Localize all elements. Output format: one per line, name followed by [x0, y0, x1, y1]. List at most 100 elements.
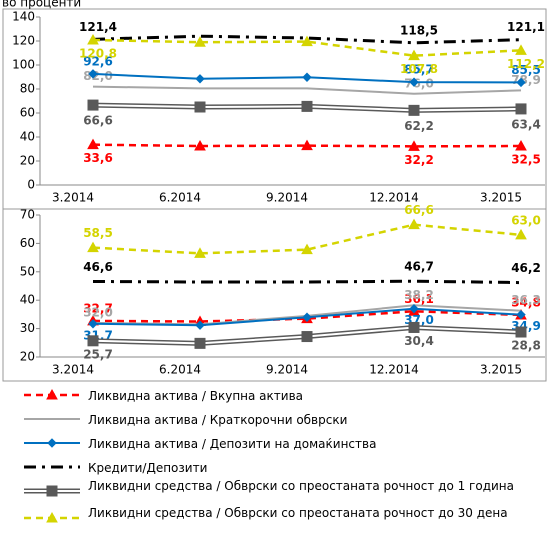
data-label: 107,8: [400, 62, 438, 76]
marker: [88, 319, 98, 329]
marker: [301, 243, 313, 255]
data-label: 62,2: [404, 119, 434, 133]
x-tick-label: 9.2014: [266, 363, 308, 377]
data-label: 85,7: [404, 63, 434, 77]
marker: [87, 99, 99, 111]
marker: [195, 74, 205, 84]
data-label: 58,5: [83, 226, 113, 240]
data-label: 66,6: [404, 203, 434, 217]
data-label: 32,0: [83, 305, 113, 319]
y-tick-label: 0: [27, 178, 35, 192]
data-label: 46,2: [511, 261, 541, 275]
legend: Ликвидна актива / Вкупна актива Ликвидна …: [0, 384, 548, 534]
y-tick-label: 20: [20, 350, 35, 364]
data-label: 82,0: [83, 69, 113, 83]
marker: [46, 485, 58, 497]
data-label: 30,4: [404, 334, 434, 348]
marker: [408, 49, 420, 61]
x-tick-label: 6.2014: [159, 363, 201, 377]
x-tick-label: 9.2014: [266, 191, 308, 205]
marker: [194, 337, 206, 349]
y-tick-label: 80: [20, 82, 35, 96]
series-line: [92, 85, 522, 95]
marker: [194, 247, 206, 258]
data-label: 112,2: [507, 57, 545, 71]
chart: во проценти 0 20 40 60 80 100 120 140 3.2014 6.20…: [2, 0, 547, 382]
legend-label: Ликвидни средства / Обврски со преостана…: [88, 479, 514, 493]
data-label: 121,4: [79, 20, 117, 34]
x-tick-label: 3.2014: [52, 191, 94, 205]
legend-item: Ликвидни средства / Обврски со преостана…: [0, 507, 548, 534]
legend-swatch: [24, 418, 80, 420]
data-label: 46,7: [404, 260, 434, 274]
marker: [195, 320, 205, 330]
marker: [301, 331, 313, 343]
y-tick-label: 60: [20, 236, 35, 250]
data-label: 63,0: [511, 213, 541, 227]
y-tick-label: 70: [20, 208, 35, 222]
marker: [515, 44, 527, 55]
marker: [409, 304, 419, 314]
data-label: 32,7: [83, 301, 113, 315]
legend-swatch: [24, 485, 80, 497]
marker: [409, 77, 419, 87]
marker: [301, 35, 313, 47]
marker: [515, 103, 527, 115]
y-tick-label: 40: [20, 293, 35, 307]
legend-label: Ликвидна актива / Депозити на домаќинств…: [88, 437, 377, 451]
marker: [46, 388, 58, 400]
legend-item: Ликвидна актива / Депозити на домаќинств…: [0, 432, 548, 456]
legend-swatch: [24, 388, 80, 400]
data-label: 85,5: [511, 63, 541, 77]
marker: [87, 241, 99, 253]
legend-label: Ликвидна актива / Краткорочни обврски: [88, 413, 348, 427]
y-tick-label: 120: [12, 34, 35, 48]
x-tick-label: 6.2014: [159, 191, 201, 205]
series-line: [92, 34, 522, 45]
data-label: 34,8: [511, 295, 541, 309]
y-tick-label: 100: [12, 58, 35, 72]
data-label: 92,6: [83, 54, 113, 68]
y-tick-label: 140: [12, 10, 35, 24]
marker: [408, 218, 420, 230]
series-line: [92, 279, 522, 285]
data-label: 36,3: [511, 293, 541, 307]
x-tick-label: 12.2014: [369, 363, 419, 377]
data-label: 28,8: [511, 339, 541, 353]
marker: [302, 312, 312, 322]
legend-item: Ликвидна актива / Краткорочни обврски: [0, 408, 548, 432]
y-tick-label: 60: [20, 106, 35, 120]
y-tick-label: 40: [20, 130, 35, 144]
marker: [301, 139, 313, 151]
marker: [408, 140, 420, 151]
data-label: 76,0: [404, 76, 434, 90]
marker: [87, 138, 99, 150]
marker: [87, 335, 99, 347]
data-label: 120,8: [79, 47, 117, 61]
marker: [301, 100, 313, 112]
x-tick-label: 12.2014: [369, 191, 419, 205]
data-label: 32,5: [511, 153, 541, 167]
data-label: 63,4: [511, 117, 541, 131]
marker: [408, 321, 420, 333]
marker: [47, 438, 57, 448]
data-label: 118,5: [400, 23, 438, 37]
x-tick-label: 3.2014: [52, 363, 94, 377]
legend-label: Кредити/Депозити: [88, 461, 208, 475]
y-tick-label: 20: [20, 154, 35, 168]
data-label: 25,7: [83, 347, 113, 361]
unit-label: во проценти: [2, 0, 81, 10]
marker: [194, 139, 206, 151]
marker: [408, 104, 420, 116]
data-label: 66,6: [83, 114, 113, 128]
marker: [515, 228, 527, 240]
data-label: 36,1: [404, 292, 434, 306]
legend-item: Ликвидни средства / Обврски со преостана…: [0, 480, 548, 507]
legend-swatch: [24, 465, 80, 469]
marker: [515, 139, 527, 151]
data-label: 121,1: [507, 20, 545, 34]
y-tick-label: 30: [20, 321, 35, 335]
data-label: 33,6: [83, 151, 113, 165]
y-tick-label: 50: [20, 264, 35, 278]
